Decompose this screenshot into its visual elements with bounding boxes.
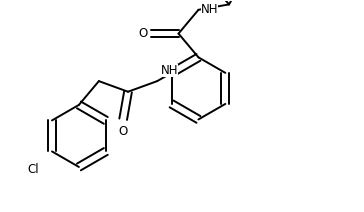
Text: Cl: Cl [27, 163, 39, 176]
Text: NH: NH [161, 64, 178, 77]
Text: O: O [138, 27, 147, 40]
Text: O: O [119, 125, 128, 138]
Text: NH: NH [201, 3, 218, 16]
